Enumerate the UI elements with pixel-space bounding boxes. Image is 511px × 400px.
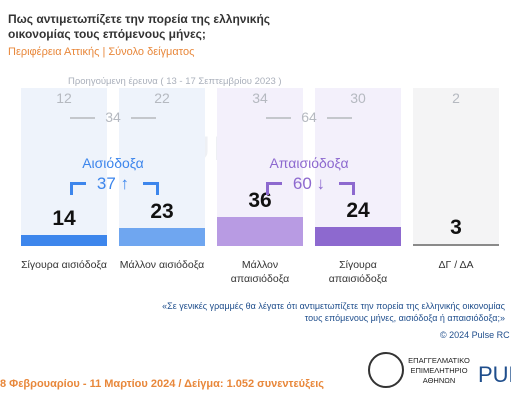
previous-bracket: [70, 117, 95, 119]
bar: [217, 217, 303, 246]
previous-value: 34: [252, 90, 268, 106]
group-bracket: [266, 182, 282, 195]
bar: [315, 226, 401, 246]
title: Πως αντιμετωπίζετε την πορεία της ελληνι…: [8, 12, 271, 41]
logo-text: ΕΠΑΓΓΕΛΜΑΤΙΚΟ ΕΠΙΜΕΛΗΤΗΡΙΟ ΑΘΗΝΩΝ: [408, 356, 470, 385]
subtitle: Περιφέρεια Αττικής | Σύνολο δείγματος: [8, 46, 195, 58]
question-line: «Σε γενικές γραμμές θα λέγατε ότι αντιμε…: [162, 301, 505, 311]
previous-bracket: [327, 117, 352, 119]
value-label: 36: [248, 189, 272, 213]
column-bg: [413, 88, 499, 246]
group-bracket: [143, 182, 159, 195]
previous-value: 30: [350, 90, 366, 106]
previous-value: 2: [452, 90, 460, 106]
previous-value: 12: [56, 90, 72, 106]
category-label: ΔΓ / ΔΑ: [438, 259, 474, 271]
category-label: Σίγουρα απαισιόδοξα: [328, 259, 388, 285]
group-bracket: [339, 182, 355, 195]
column-bg: [119, 88, 205, 246]
previous-value: 22: [154, 90, 170, 106]
bar: [119, 227, 205, 246]
group-label: Απαισιόδοξα: [269, 155, 349, 171]
previous-group-value: 64: [301, 109, 317, 125]
value-label: 24: [346, 198, 370, 222]
value-label: 14: [52, 206, 76, 230]
logo-icon: [368, 352, 404, 388]
category-label: Μάλλον απαισιόδοξα: [230, 259, 290, 285]
question: «Σε γενικές γραμμές θα λέγατε ότι αντιμε…: [162, 300, 505, 324]
value-label: 23: [150, 199, 174, 223]
category-label: Σίγουρα αισιόδοξα: [21, 259, 107, 271]
question-line: τους επόμενους μήνες, αισιόδοξα ή απαισι…: [304, 313, 505, 323]
value-label: 3: [450, 215, 462, 239]
previous-bracket: [131, 117, 156, 119]
group-label: Αισιόδοξα: [82, 155, 144, 171]
column-bg: [21, 88, 107, 246]
bar: [413, 243, 499, 246]
copyright: © 2024 Pulse RC: [440, 330, 510, 340]
previous-label: Προηγούμενη έρευνα ( 13 - 17 Σεπτεμβρίου…: [68, 76, 282, 87]
group-bracket: [70, 182, 86, 195]
column-bg: [315, 88, 401, 246]
group-value: 37 ↑: [96, 174, 130, 193]
previous-bracket: [266, 117, 291, 119]
previous-group-value: 34: [105, 109, 121, 125]
brand: PULS: [478, 362, 511, 387]
group-value: 60 ↓: [292, 174, 326, 193]
bar: [21, 234, 107, 246]
fieldwork: 8 Φεβρουαρίου - 11 Μαρτίου 2024 / Δείγμα…: [0, 378, 324, 390]
category-label: Μάλλον αισιόδοξα: [119, 259, 205, 271]
